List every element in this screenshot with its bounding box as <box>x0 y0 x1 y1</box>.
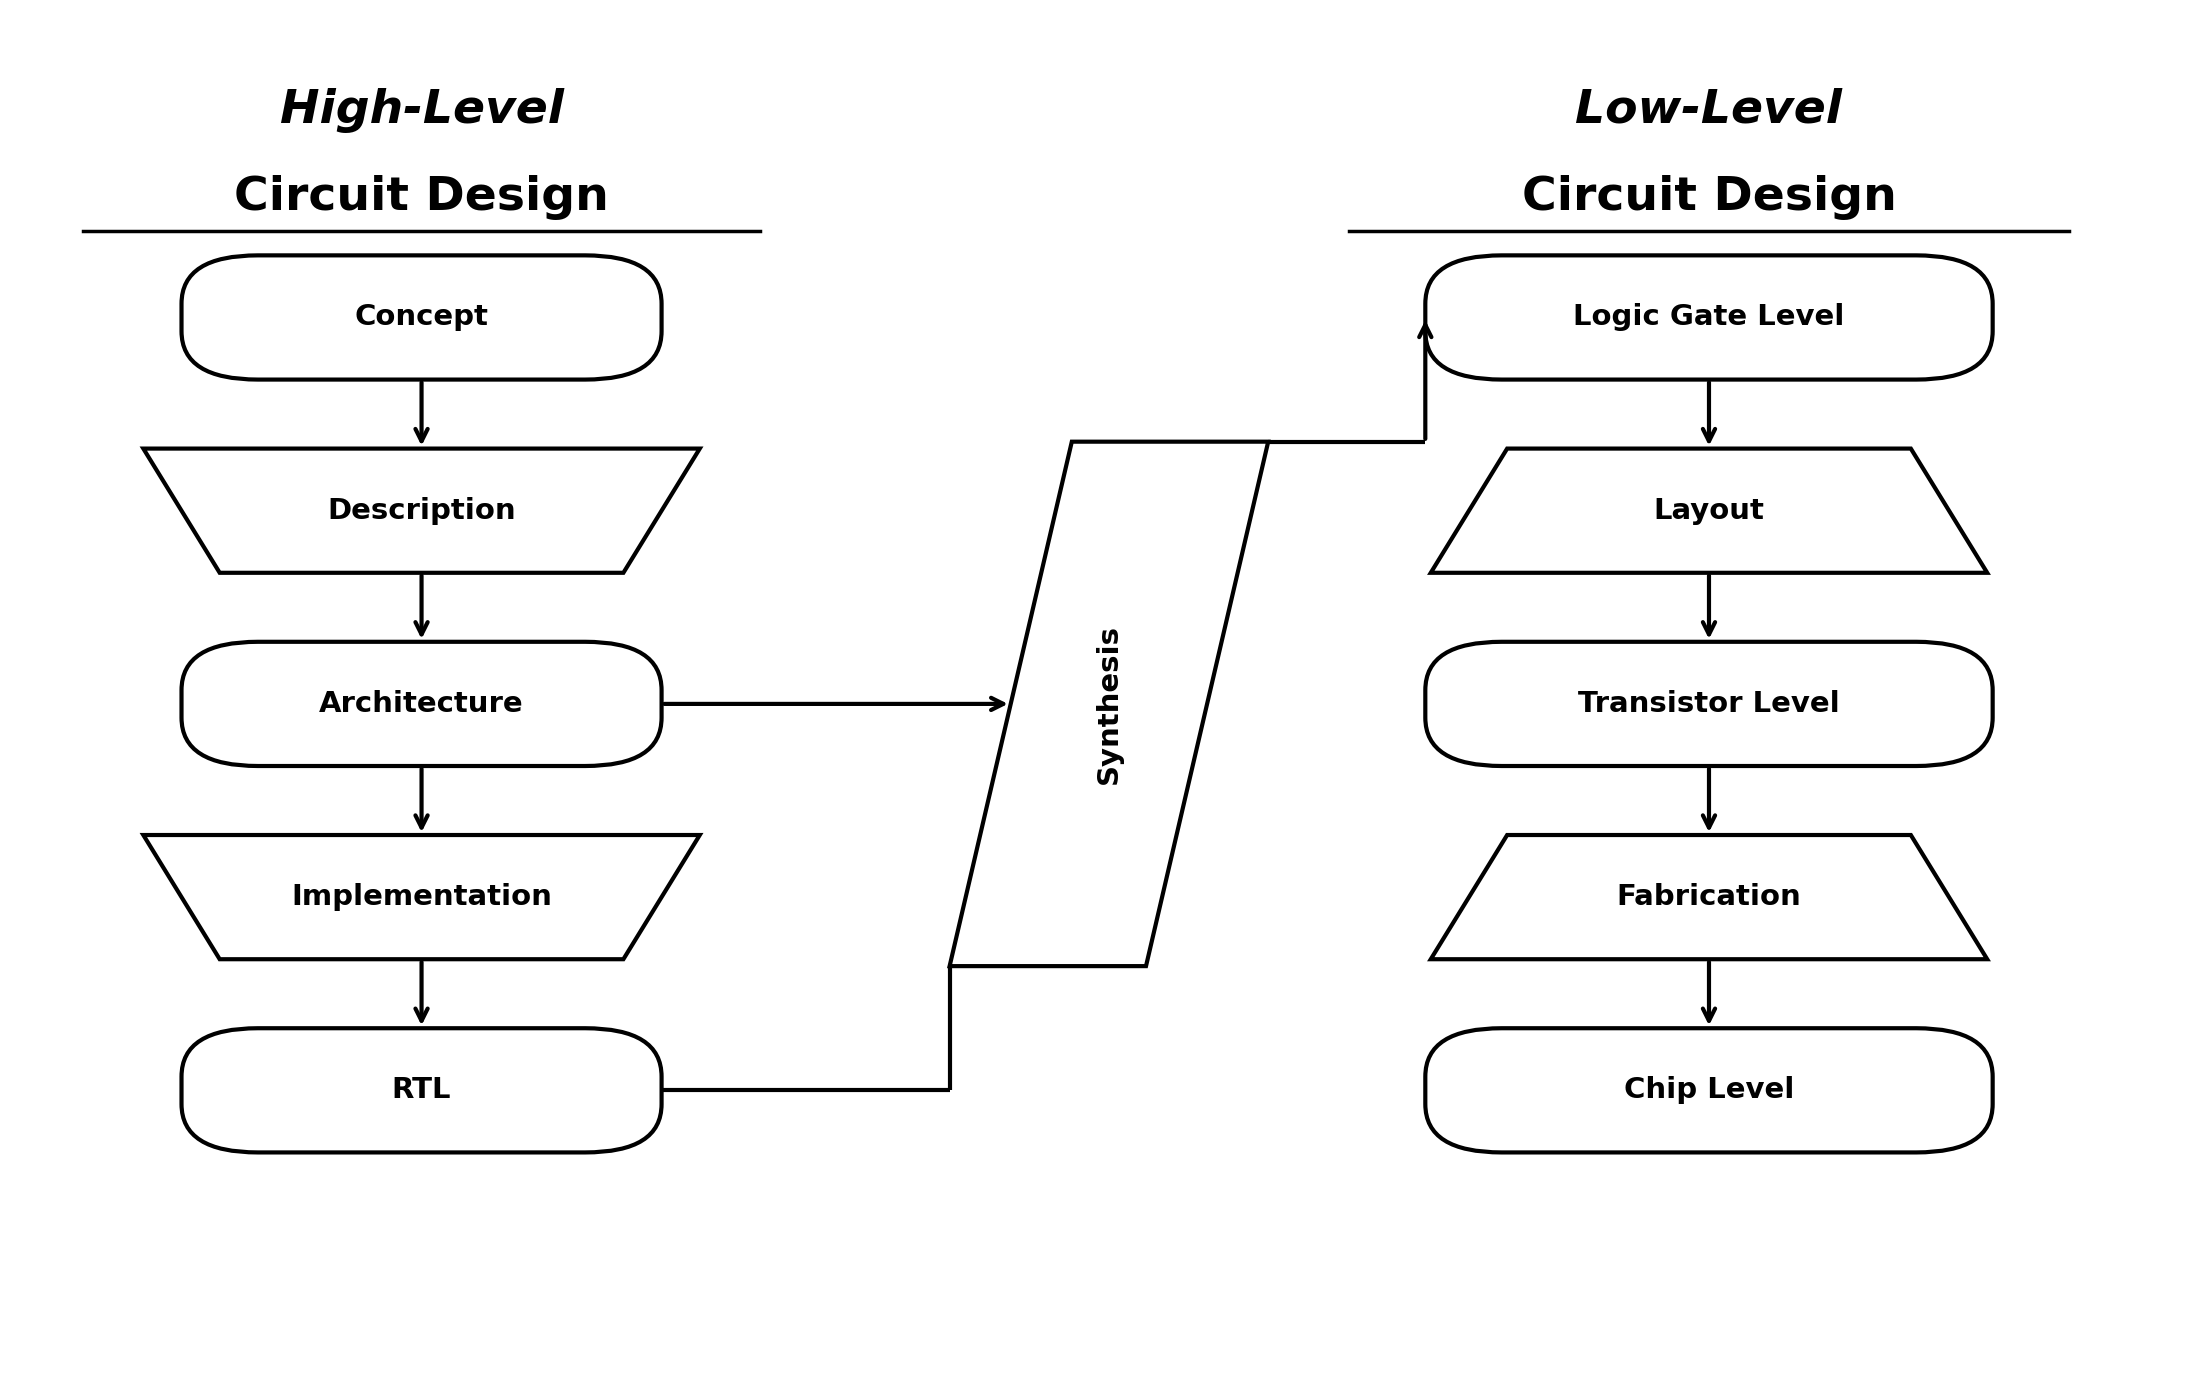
Text: Circuit Design: Circuit Design <box>235 174 608 220</box>
FancyBboxPatch shape <box>1425 255 1992 379</box>
FancyBboxPatch shape <box>182 641 661 767</box>
Polygon shape <box>1432 835 1987 959</box>
Polygon shape <box>1432 449 1987 573</box>
Text: Implementation: Implementation <box>292 884 551 912</box>
Polygon shape <box>949 442 1269 966</box>
Text: RTL: RTL <box>391 1076 452 1104</box>
Text: Chip Level: Chip Level <box>1623 1076 1794 1104</box>
Text: Layout: Layout <box>1654 496 1763 524</box>
Text: Architecture: Architecture <box>318 690 525 718</box>
Text: Low-Level: Low-Level <box>1575 88 1842 132</box>
Polygon shape <box>143 449 701 573</box>
FancyBboxPatch shape <box>182 1029 661 1153</box>
Text: Synthesis: Synthesis <box>1096 625 1122 783</box>
Text: Circuit Design: Circuit Design <box>1522 174 1897 220</box>
FancyBboxPatch shape <box>1425 641 1992 767</box>
Text: Fabrication: Fabrication <box>1616 884 1801 912</box>
FancyBboxPatch shape <box>182 255 661 379</box>
Text: Description: Description <box>327 496 516 524</box>
Text: High-Level: High-Level <box>279 88 564 132</box>
Text: Concept: Concept <box>354 304 488 332</box>
Polygon shape <box>143 835 701 959</box>
Text: Transistor Level: Transistor Level <box>1579 690 1840 718</box>
FancyBboxPatch shape <box>1425 1029 1992 1153</box>
Text: Logic Gate Level: Logic Gate Level <box>1572 304 1845 332</box>
